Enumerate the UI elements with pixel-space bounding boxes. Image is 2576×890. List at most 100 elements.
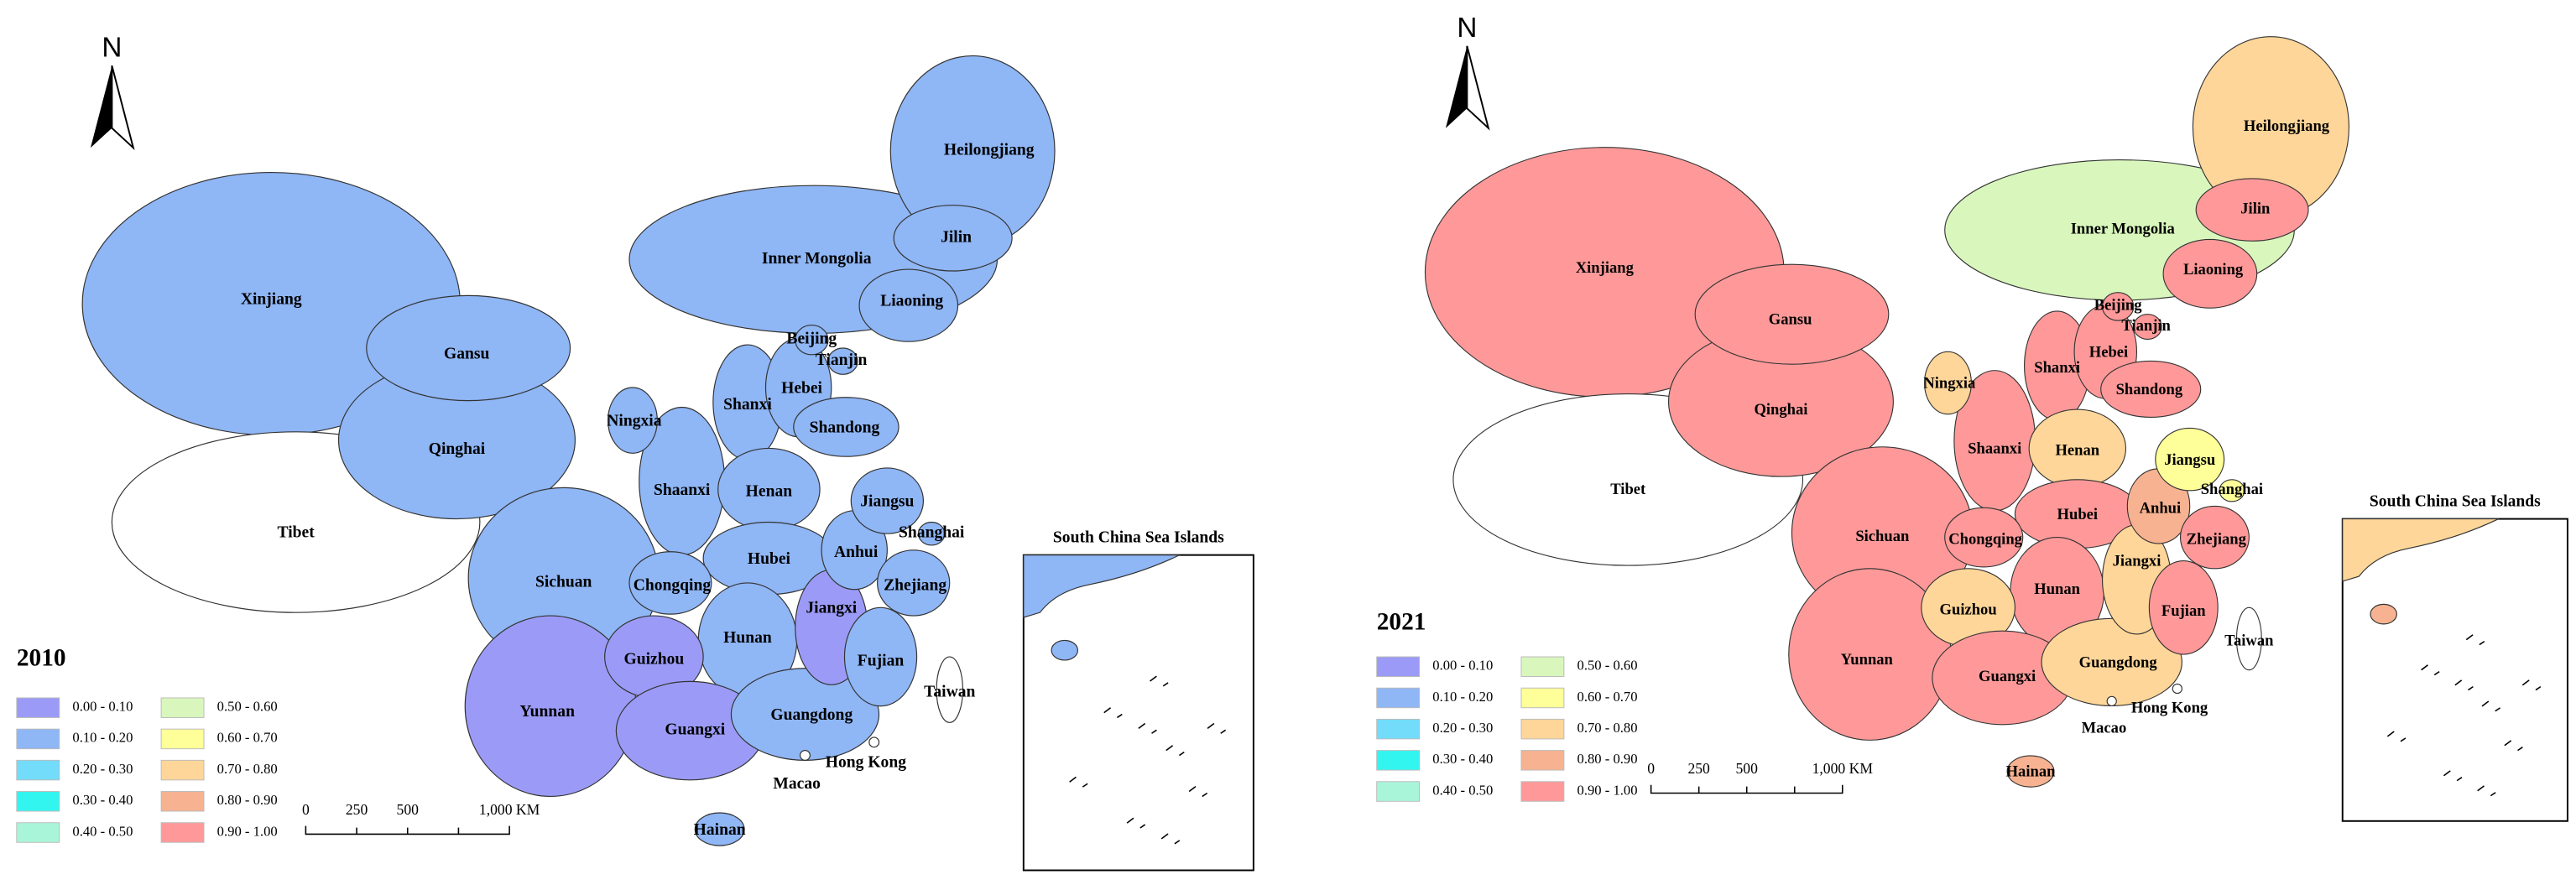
legend-label: 0.50 - 0.60 bbox=[1577, 658, 1638, 674]
province bbox=[877, 549, 951, 617]
province-layer: Xinjiang Tibet Qinghai Gansu Inner Mongolia H… bbox=[81, 55, 1056, 846]
legend-label: 0.00 - 0.10 bbox=[72, 699, 133, 715]
province-label: Hubei bbox=[748, 550, 791, 568]
province bbox=[2155, 427, 2225, 492]
inset-frame bbox=[1022, 554, 1254, 872]
legend-label: 0.30 - 0.40 bbox=[1432, 751, 1493, 767]
province-label: Guizhou bbox=[1940, 601, 1997, 618]
province bbox=[893, 205, 1013, 272]
province-label: Fujian bbox=[858, 652, 905, 669]
province bbox=[1944, 507, 2024, 568]
province-label: Hong Kong bbox=[2131, 699, 2208, 716]
legend-label: 0.30 - 0.40 bbox=[72, 792, 133, 808]
province-label: Guangxi bbox=[665, 721, 725, 739]
inset-title: South China Sea Islands bbox=[2370, 492, 2541, 510]
inset-island bbox=[1165, 745, 1185, 757]
legend-label: 0.10 - 0.20 bbox=[72, 730, 133, 746]
province-label: Xinjiang bbox=[241, 291, 302, 309]
scale-label: 0 bbox=[302, 801, 310, 818]
legend-swatch bbox=[16, 759, 60, 781]
province-label: Guangdong bbox=[770, 706, 853, 724]
legend-swatch bbox=[16, 728, 60, 750]
inset-island bbox=[2421, 664, 2440, 676]
province-label: Henan bbox=[2055, 442, 2099, 460]
province-label: Shaanxi bbox=[1968, 440, 2021, 458]
legend-swatch bbox=[1520, 781, 1565, 802]
inset-island bbox=[1150, 675, 1169, 687]
province-label: Tibet bbox=[1610, 481, 1646, 498]
province bbox=[2179, 505, 2250, 570]
legend-label: 0.70 - 0.80 bbox=[217, 761, 278, 777]
province-label: Ningxia bbox=[607, 413, 661, 430]
scale-label: 250 bbox=[346, 801, 368, 818]
province bbox=[628, 551, 712, 615]
province-label: Qinghai bbox=[429, 440, 486, 458]
province-label: Zhejiang bbox=[2187, 531, 2247, 549]
legend-swatch bbox=[1520, 687, 1565, 709]
legend-label: 0.90 - 1.00 bbox=[1577, 782, 1638, 798]
province bbox=[795, 325, 829, 356]
legend-label: 0.60 - 0.70 bbox=[1577, 689, 1638, 705]
province-label: Jiangxi bbox=[2113, 553, 2161, 570]
province bbox=[694, 812, 745, 846]
north-arrow bbox=[111, 65, 135, 151]
province bbox=[936, 656, 963, 723]
province bbox=[850, 467, 925, 534]
province-layer: Xinjiang Tibet Qinghai Gansu Inner Mongolia H… bbox=[1424, 36, 2349, 788]
inset-island bbox=[1160, 833, 1181, 845]
legend-label: 0.80 - 0.90 bbox=[217, 792, 278, 808]
province-label: Sichuan bbox=[1855, 528, 1910, 545]
province-label: Qinghai bbox=[1754, 401, 1807, 419]
province bbox=[2106, 695, 2117, 707]
province-label: Tianjin bbox=[816, 351, 868, 369]
north-arrow bbox=[1445, 45, 1468, 128]
province-label: Chongqing bbox=[634, 576, 712, 594]
province-label: Heilongjiang bbox=[2244, 117, 2330, 135]
inset-island bbox=[2386, 731, 2407, 742]
scale-bar bbox=[305, 825, 510, 835]
inset-title: South China Sea Islands bbox=[1053, 529, 1224, 547]
year-label: 2010 bbox=[17, 645, 66, 672]
inset-land bbox=[1023, 554, 1181, 618]
legend-swatch bbox=[1520, 718, 1565, 740]
province-label: Yunnan bbox=[519, 703, 575, 721]
inset-island bbox=[2477, 785, 2496, 797]
year-label: 2021 bbox=[1377, 609, 1426, 636]
province-label: Hebei bbox=[2089, 343, 2128, 361]
province bbox=[868, 736, 880, 748]
legend-label: 0.40 - 0.50 bbox=[1432, 782, 1493, 798]
province-label: Heilongjiang bbox=[944, 142, 1035, 159]
province-label: Shaanxi bbox=[654, 481, 711, 499]
inset-land bbox=[2342, 518, 2499, 582]
province bbox=[2100, 360, 2202, 418]
province-label: Shandong bbox=[2116, 381, 2183, 398]
province bbox=[858, 268, 959, 342]
province-label: Shanghai bbox=[899, 524, 965, 542]
province-label: Jiangxi bbox=[806, 600, 857, 617]
legend-swatch bbox=[1520, 656, 1565, 678]
legend-swatch bbox=[160, 697, 205, 718]
province bbox=[2235, 606, 2262, 671]
province bbox=[2172, 683, 2182, 695]
province bbox=[607, 387, 658, 454]
legend-swatch bbox=[1520, 750, 1565, 771]
legend-swatch bbox=[160, 759, 205, 781]
province bbox=[793, 397, 900, 457]
province-label: Macao bbox=[2082, 720, 2127, 737]
province-label: Shanxi bbox=[723, 396, 772, 414]
legend-swatch bbox=[16, 697, 60, 718]
legend-swatch bbox=[16, 822, 60, 843]
north-arrow bbox=[90, 65, 112, 148]
scale-label: 0 bbox=[1647, 760, 1655, 777]
province-label: Macao bbox=[773, 775, 821, 793]
legend-swatch bbox=[1376, 718, 1421, 740]
province-label: Hainan bbox=[694, 821, 746, 839]
scale-bar bbox=[1650, 784, 1843, 794]
province bbox=[2006, 755, 2055, 788]
province bbox=[2219, 479, 2245, 502]
province-label: Anhui bbox=[834, 544, 879, 561]
inset-island bbox=[2521, 679, 2542, 691]
province bbox=[2195, 178, 2309, 242]
province-label: Chongqing bbox=[1948, 531, 2022, 549]
